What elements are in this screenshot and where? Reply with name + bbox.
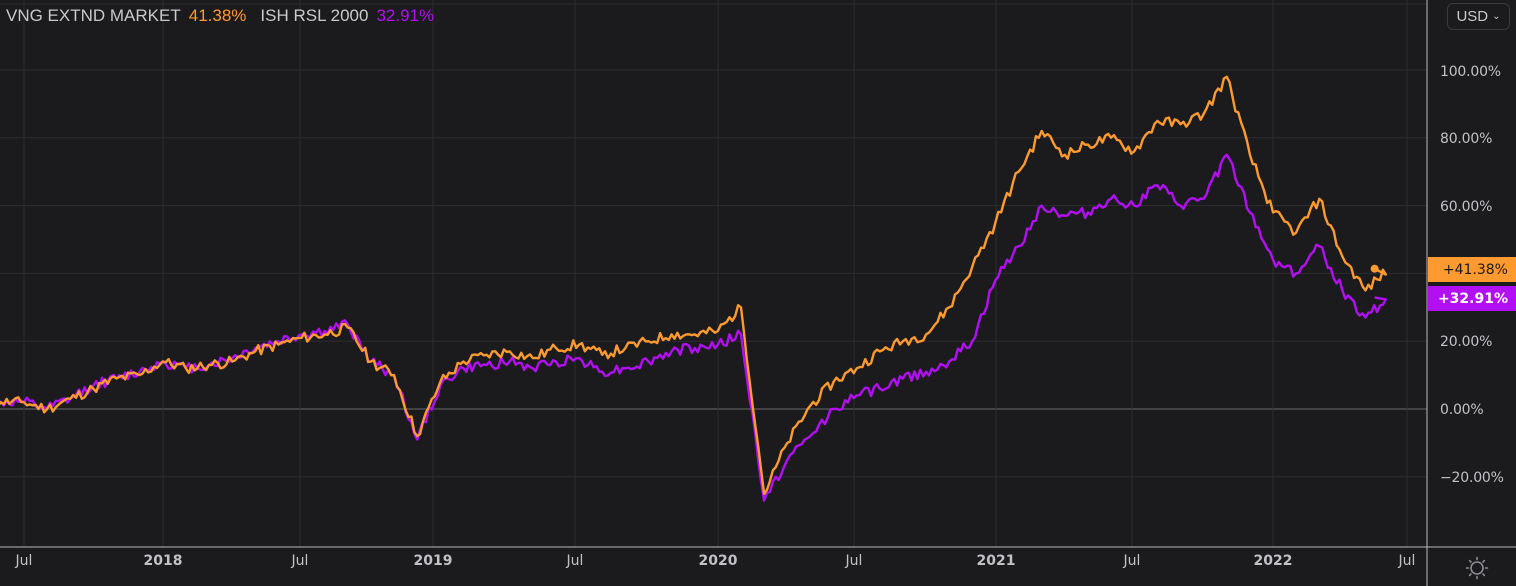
x-axis-label-jul-2018: Jul [291,553,309,569]
x-axis-label-jul-2017: Jul [15,553,33,569]
x-axis-label-jul-2019: Jul [566,553,584,569]
series-line-ish-rsl-2000 [0,153,1387,502]
legend-series-1-name[interactable]: VNG EXTND MARKET [6,6,181,25]
y-axis-label-neg20: −20.00% [1440,470,1504,486]
last-value-badge-series-1: +41.38% [1428,257,1516,282]
y-axis-label-20: 20.00% [1440,334,1493,350]
x-axis-label-2022: 2022 [1253,553,1293,569]
legend-series-2-name[interactable]: ISH RSL 2000 [260,6,369,25]
x-axis-label-jul-2020: Jul [845,553,863,569]
legend-series-2-value: 32.91% [376,6,435,25]
last-point-marker [1370,264,1379,273]
legend: VNG EXTND MARKET 41.38% ISH RSL 2000 32.… [0,4,448,28]
y-axis-label-0: 0.00% [1440,402,1484,418]
y-axis-label-60: 60.00% [1440,199,1493,215]
currency-dropdown-button[interactable]: USD ⌄ [1447,3,1510,30]
chevron-down-icon: ⌄ [1492,11,1501,22]
last-value-badge-series-2: +32.91% [1428,286,1516,311]
y-axis-label-100: 100.00% [1440,64,1501,80]
x-axis-label-jul-2021: Jul [1123,553,1141,569]
sun-settings-icon [1465,556,1489,580]
x-axis-label-2018: 2018 [143,553,183,569]
settings-button[interactable] [1464,555,1490,581]
x-axis-label-2019: 2019 [413,553,453,569]
series-line-vng-extnd-market [0,75,1387,495]
x-axis-label-2021: 2021 [976,553,1016,569]
x-axis-label-2020: 2020 [698,553,738,569]
currency-label: USD [1456,8,1489,25]
legend-series-1-value: 41.38% [188,6,247,25]
x-axis-label-jul-2022: Jul [1398,553,1416,569]
y-axis-label-80: 80.00% [1440,131,1493,147]
